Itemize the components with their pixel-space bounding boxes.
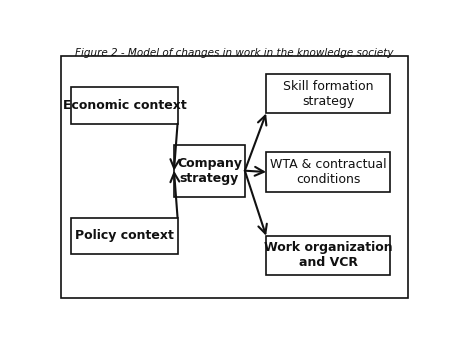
Text: Skill formation
strategy: Skill formation strategy [283, 80, 373, 108]
Text: Figure 2 - Model of changes in work in the knowledge society: Figure 2 - Model of changes in work in t… [75, 48, 393, 58]
Text: Work organization
and VCR: Work organization and VCR [264, 241, 393, 269]
FancyBboxPatch shape [61, 56, 408, 298]
FancyBboxPatch shape [71, 218, 177, 254]
FancyBboxPatch shape [174, 145, 245, 197]
FancyBboxPatch shape [266, 74, 390, 114]
FancyBboxPatch shape [266, 236, 390, 275]
Text: Company
strategy: Company strategy [177, 157, 242, 185]
Text: Policy context: Policy context [75, 229, 174, 242]
FancyBboxPatch shape [266, 152, 390, 192]
FancyBboxPatch shape [71, 88, 177, 124]
Text: Economic context: Economic context [63, 99, 186, 112]
Text: WTA & contractual
conditions: WTA & contractual conditions [270, 158, 386, 186]
